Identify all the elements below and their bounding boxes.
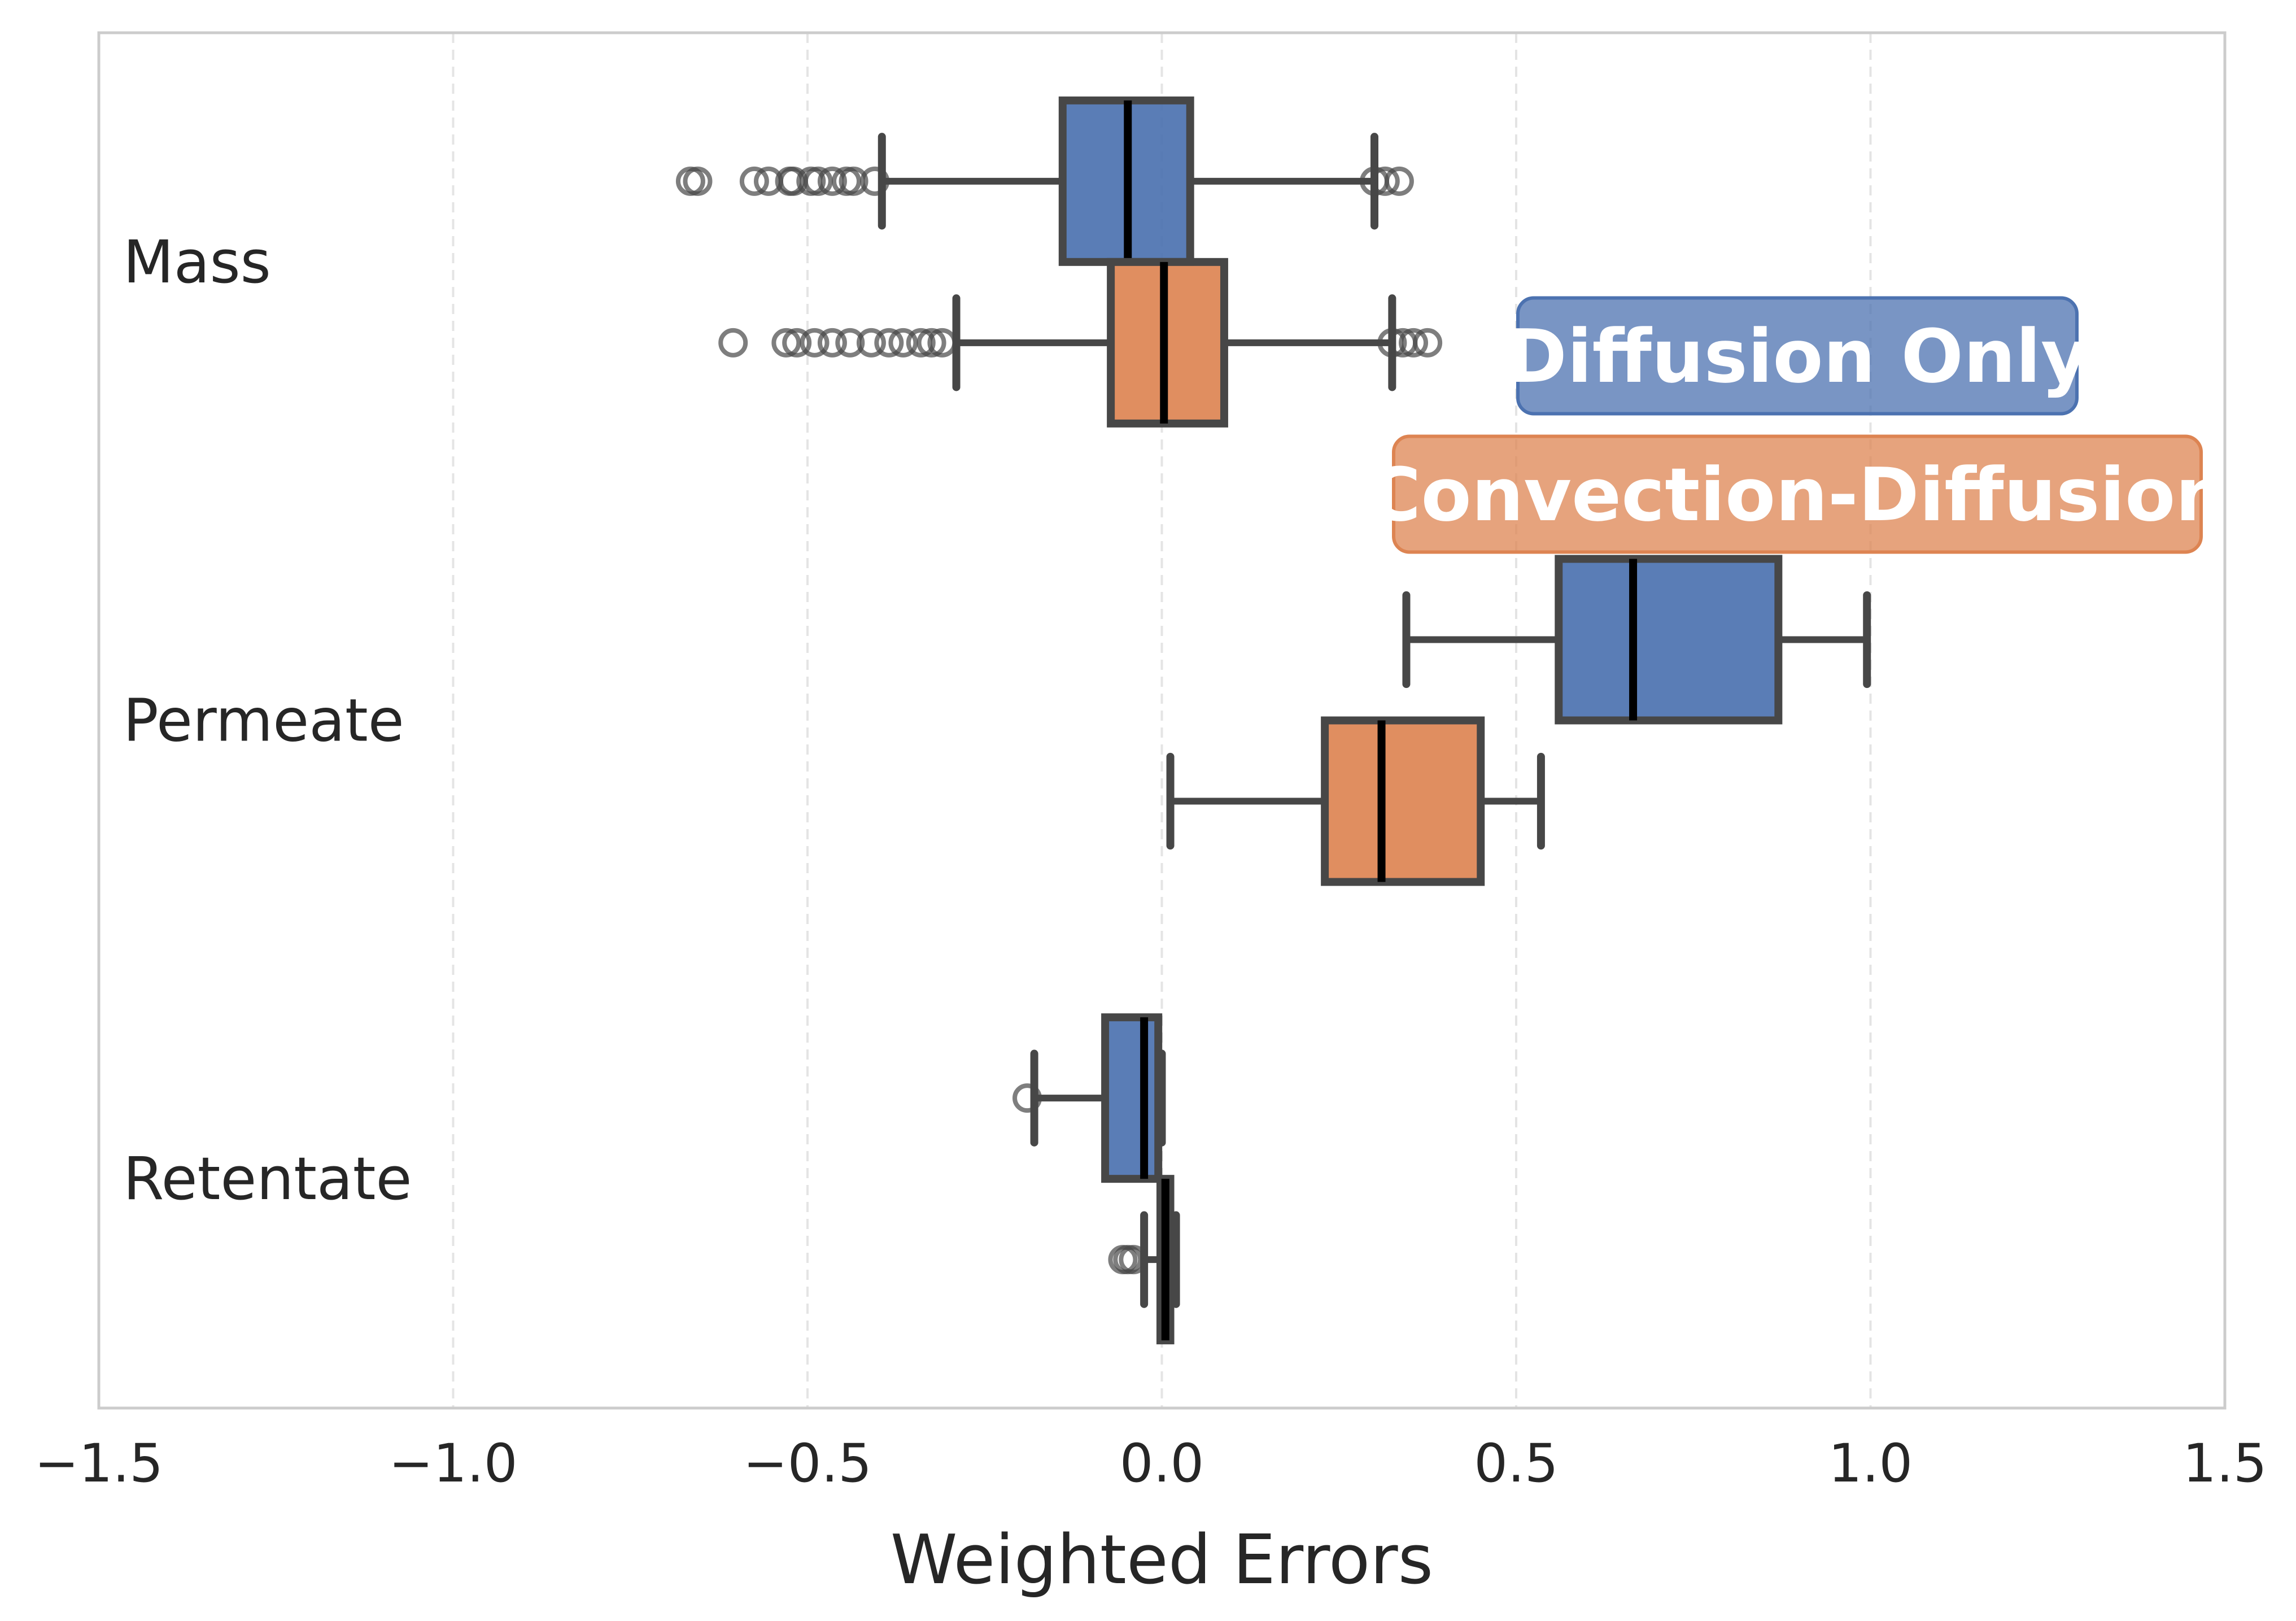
box	[1321, 716, 1485, 886]
category-label-mass: Mass	[123, 228, 271, 297]
x-tick-label: 0.5	[1474, 1433, 1559, 1494]
outlier-point	[916, 328, 946, 358]
outlier-point	[739, 166, 769, 196]
box-mass-convection-diffusion	[718, 258, 1443, 428]
x-tick-label: −1.5	[34, 1433, 163, 1494]
x-tick-label: 0.0	[1120, 1433, 1204, 1494]
outlier-point	[1012, 1083, 1042, 1113]
category-label-permeate: Permeate	[123, 686, 404, 755]
outlier-point	[803, 166, 833, 196]
outlier-point	[860, 166, 890, 196]
outlier-point	[683, 166, 713, 196]
outlier-point	[718, 328, 748, 358]
outlier-point	[856, 328, 886, 358]
outlier-point	[839, 166, 868, 196]
x-tick-label: −1.0	[389, 1433, 517, 1494]
x-tick-labels: −1.5 −1.0 −0.5 0.0 0.5 1.0 1.5	[34, 1433, 2267, 1494]
box-groups	[675, 96, 1871, 1345]
outlier-point	[888, 328, 918, 358]
box	[1555, 555, 1783, 725]
x-tick-label: 1.5	[2182, 1433, 2267, 1494]
legend-label: Convection-Diffusion	[1367, 452, 2228, 538]
x-axis-title: Weighted Errors	[891, 1521, 1433, 1600]
box-retentate-convection-diffusion	[1108, 1175, 1180, 1345]
legend-item-diffusion-only: Diffusion Only	[1506, 296, 2089, 416]
plot-frame	[97, 31, 2227, 1410]
outlier-point	[1413, 328, 1443, 358]
legend-box	[1392, 434, 2203, 554]
box-retentate-diffusion-only	[1012, 1013, 1166, 1183]
box-mass-diffusion-only	[675, 96, 1414, 266]
outlier-point	[1384, 166, 1414, 196]
legend-item-convection-diffusion: Convection-Diffusion	[1367, 434, 2228, 554]
legend: Diffusion Only Convection-Diffusion	[1367, 296, 2228, 554]
outlier-point	[1370, 166, 1400, 196]
outlier-point	[1119, 1245, 1149, 1275]
outlier-point	[906, 328, 936, 358]
legend-label: Diffusion Only	[1506, 313, 2089, 399]
box	[1101, 1013, 1163, 1183]
outlier-point	[771, 328, 801, 358]
outlier-point	[927, 328, 957, 358]
outlier-point	[800, 328, 830, 358]
x-tick-label: −0.5	[743, 1433, 872, 1494]
outlier-point	[782, 328, 812, 358]
box-permeate-convection-diffusion	[1166, 716, 1545, 886]
legend-box	[1516, 296, 2079, 416]
outlier-point	[874, 328, 904, 358]
outlier-point	[817, 328, 847, 358]
outlier-point	[817, 166, 847, 196]
box-permeate-diffusion-only	[1402, 555, 1871, 725]
category-labels: Mass Permeate Retentate	[123, 228, 412, 1213]
outlier-point	[1377, 328, 1407, 358]
outlier-point	[1399, 328, 1429, 358]
outlier-point	[835, 328, 865, 358]
x-tick-label: 1.0	[1828, 1433, 1913, 1494]
category-label-retentate: Retentate	[123, 1144, 412, 1213]
